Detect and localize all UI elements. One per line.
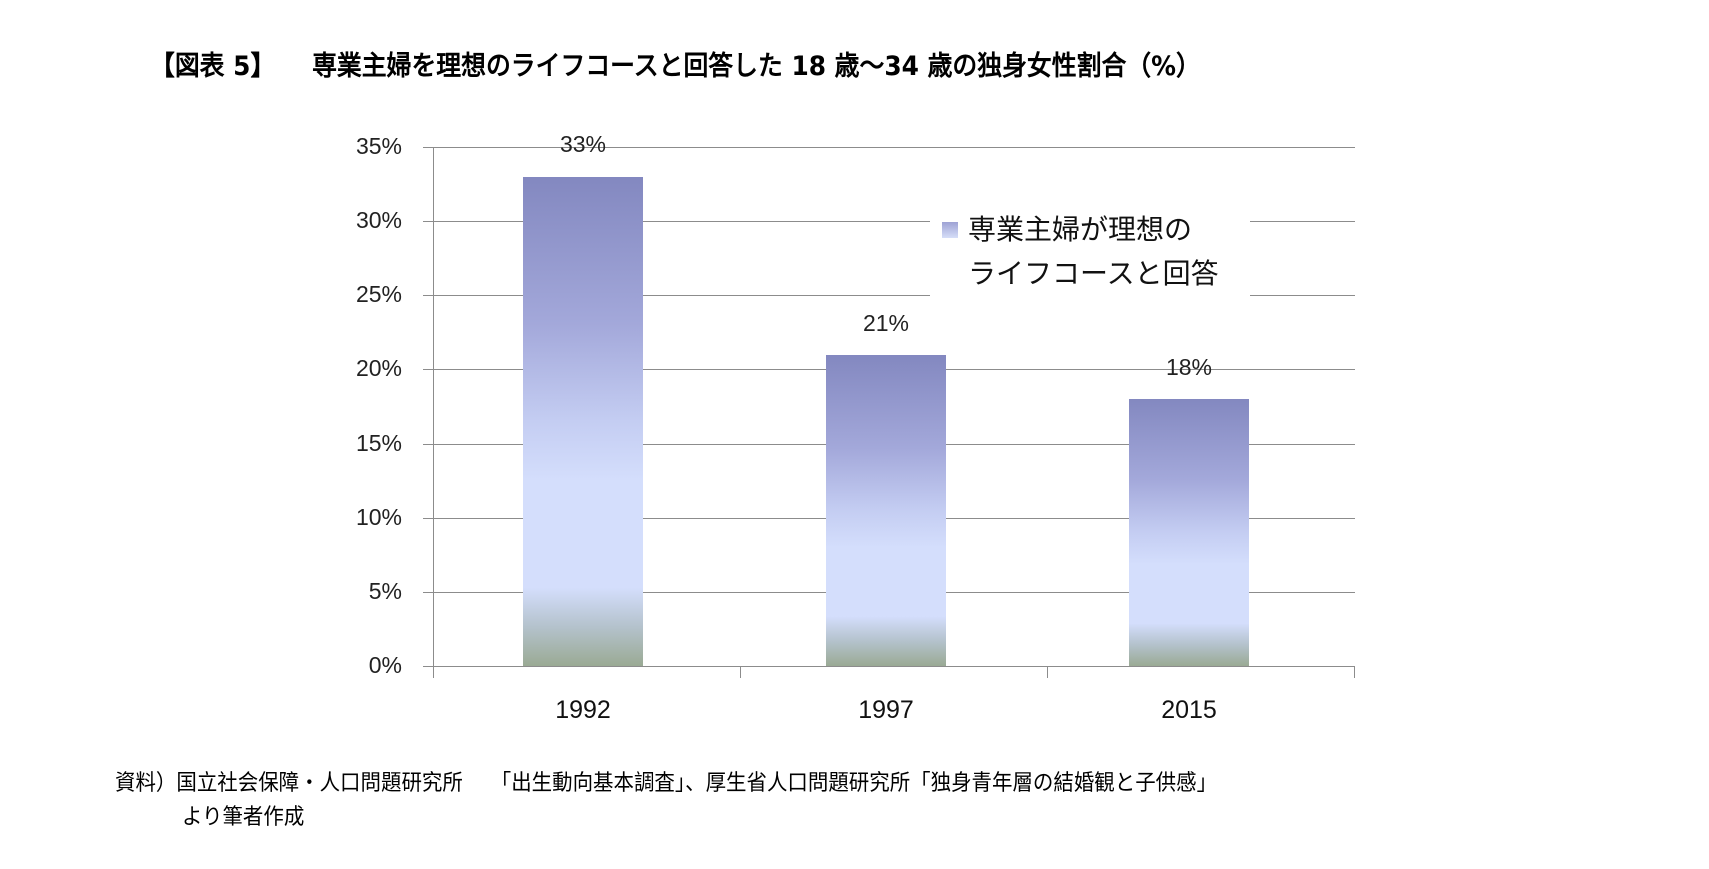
x-tick-label-2015: 2015: [1161, 696, 1217, 724]
source-part1: 資料）国立社会保障・人口問題研究所: [115, 771, 463, 796]
y-tick-label: 35%: [355, 133, 402, 159]
figure-label: 【図表 5】: [150, 51, 276, 82]
y-tick: [423, 221, 433, 222]
y-tick: [423, 295, 433, 296]
legend-label-line1: 専業主婦が理想の: [968, 213, 1193, 246]
gridline-35: [433, 147, 1355, 148]
y-tick-label: 10%: [355, 504, 402, 530]
bar-1992: [523, 177, 643, 666]
y-tick-label: 0%: [368, 652, 402, 678]
bar-2015: [1129, 399, 1249, 666]
y-tick-label: 30%: [355, 207, 402, 233]
y-tick: [423, 592, 433, 593]
source-note: 資料）国立社会保障・人口問題研究所 「出生動向基本調査」、厚生省人口問題研究所「独…: [115, 767, 1217, 835]
y-tick-label: 25%: [355, 281, 402, 307]
title-text: 専業主婦を理想のライフコースと回答した 18 歳～34 歳の独身女性割合（%）: [312, 51, 1201, 82]
legend-label-line2: ライフコースと回答: [968, 257, 1219, 290]
y-tick: [423, 369, 433, 370]
y-axis-line: [433, 147, 434, 677]
x-tick-label-1992: 1992: [555, 696, 611, 724]
y-tick: [423, 666, 433, 667]
y-tick-label: 15%: [355, 430, 402, 456]
legend-swatch-icon: [942, 222, 958, 238]
y-tick: [423, 444, 433, 445]
y-tick-label: 20%: [355, 355, 402, 381]
x-axis-line: [433, 666, 1355, 667]
y-tick-label: 5%: [368, 578, 402, 604]
source-line2: より筆者作成: [181, 805, 305, 830]
chart-title: 【図表 5】 専業主婦を理想のライフコースと回答した 18 歳～34 歳の独身女性…: [150, 44, 1201, 83]
data-label-2015: 18%: [1165, 354, 1213, 380]
x-tick: [1354, 666, 1355, 678]
x-tick: [1047, 666, 1048, 678]
data-label-1992: 33%: [559, 131, 607, 157]
data-label-1997: 21%: [862, 310, 910, 336]
source-part2: 「出生動向基本調査」、厚生省人口問題研究所「独身青年層の結婚観と子供感」: [490, 771, 1218, 796]
gridline-30: [433, 221, 1355, 222]
bar-1997: [826, 355, 946, 666]
y-tick: [423, 518, 433, 519]
chart-legend: 専業主婦が理想の ライフコースと回答: [930, 208, 1250, 298]
x-tick: [433, 666, 434, 678]
y-tick: [423, 147, 433, 148]
x-tick-label-1997: 1997: [858, 696, 914, 724]
x-tick: [740, 666, 741, 678]
gridline-25: [433, 295, 1355, 296]
